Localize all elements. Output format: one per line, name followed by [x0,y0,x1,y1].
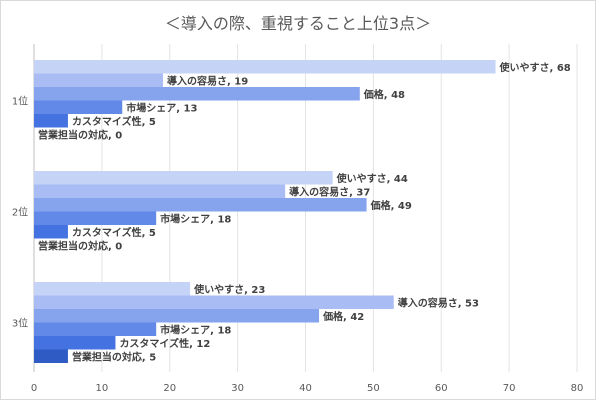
data-label: 導入の容易さ, 37 [289,185,370,198]
category-label: 1位 [12,95,28,108]
bar [34,73,163,87]
data-label: 使いやすさ, 68 [499,61,571,74]
bar [34,87,360,101]
data-label: 市場シェア, 18 [160,323,231,336]
bar [34,225,68,239]
x-tick-label: 10 [96,383,109,394]
bar [34,295,394,309]
x-tick-label: 70 [503,383,516,394]
bar [34,322,157,336]
data-label: 導入の容易さ, 53 [398,296,479,309]
data-label: 営業担当の対応, 5 [72,350,156,363]
bar [34,100,123,114]
bar [34,198,367,212]
x-tick-label: 40 [299,383,312,394]
data-label: 営業担当の対応, 0 [38,239,122,252]
bar [34,60,496,74]
x-tick-label: 0 [31,383,37,394]
category-label: 2位 [12,206,28,219]
x-tick-label: 30 [231,383,244,394]
bar [34,282,191,296]
data-label: 価格, 42 [322,310,364,323]
data-label: 使いやすさ, 23 [193,283,265,296]
x-tick-label: 50 [367,383,380,394]
bar [34,184,286,198]
x-tick-label: 80 [571,383,584,394]
bar [34,309,320,323]
data-label: 市場シェア, 18 [160,212,231,225]
data-label: 導入の容易さ, 19 [167,74,248,87]
data-label: 価格, 49 [370,199,412,212]
data-label: カスタマイズ性, 12 [119,337,210,350]
data-label: カスタマイズ性, 5 [72,115,156,128]
data-label: 営業担当の対応, 0 [38,128,122,141]
bar [34,336,116,350]
bar [34,114,68,128]
x-tick-label: 20 [163,383,176,394]
bar [34,349,68,363]
data-label: 市場シェア, 13 [126,101,197,114]
data-label: カスタマイズ性, 5 [72,226,156,239]
category-label: 3位 [12,317,28,330]
bar [34,211,157,225]
x-tick-label: 60 [435,383,448,394]
chart-title: ＜導入の際、重視すること上位3点＞ [164,14,432,33]
bar [34,171,333,185]
data-label: 価格, 48 [363,88,405,101]
data-label: 使いやすさ, 44 [336,172,408,185]
